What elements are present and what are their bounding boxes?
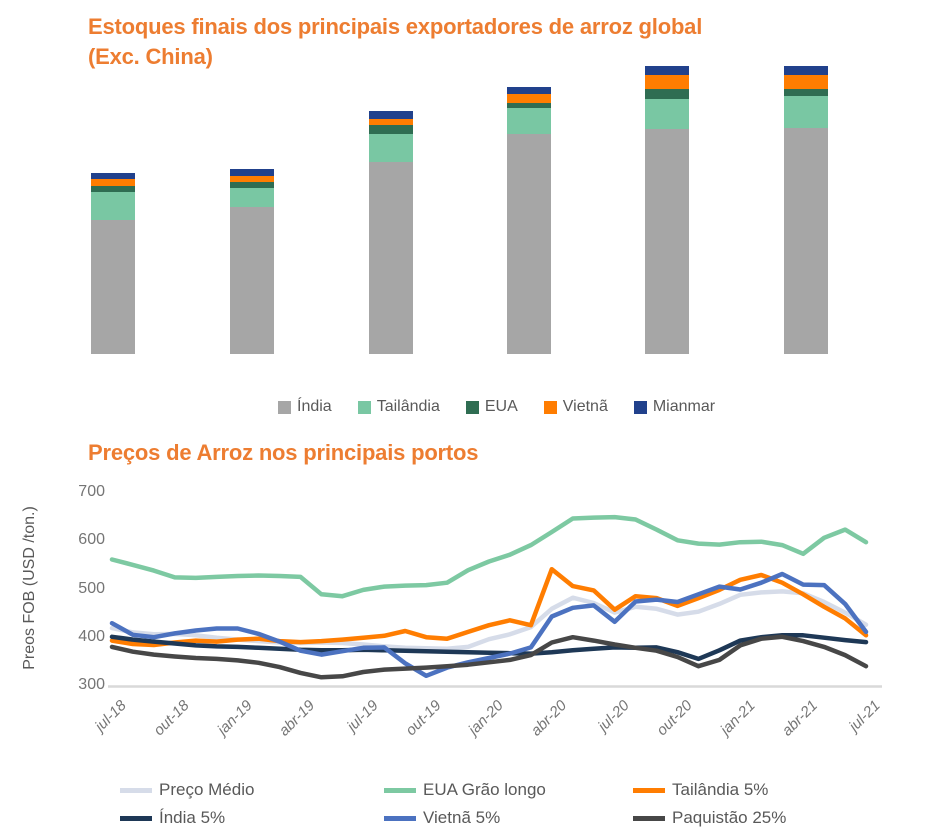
bar-chart-title: Estoques finais dos principais exportado… bbox=[88, 12, 928, 72]
bar-segment-tailândia bbox=[91, 192, 135, 220]
legend-swatch-icon bbox=[278, 400, 291, 414]
line-series-vietn-5- bbox=[109, 571, 869, 679]
bar-segment-índia bbox=[507, 134, 551, 354]
line-series-eua-gr-o-longo bbox=[109, 514, 869, 599]
bar-segment-eua bbox=[784, 89, 828, 96]
legend-label: Vietnã bbox=[562, 398, 608, 415]
stacked-bar bbox=[645, 66, 689, 354]
bar-segment-eua bbox=[369, 125, 413, 134]
stacked-bar bbox=[784, 66, 828, 354]
y-tick-label: 300 bbox=[78, 676, 105, 693]
bar-segment-mianmar bbox=[230, 169, 274, 176]
legend-line-swatch-icon bbox=[384, 787, 416, 793]
bar-segment-eua bbox=[91, 186, 135, 192]
stacked-bar bbox=[369, 111, 413, 354]
y-tick-label: 400 bbox=[78, 627, 105, 645]
line-legend-item[interactable]: Paquistão 25% bbox=[633, 808, 786, 828]
legend-label: Tailândia 5% bbox=[672, 780, 769, 799]
bar-segment-tailândia bbox=[369, 134, 413, 162]
legend-line-swatch-icon bbox=[633, 815, 665, 821]
legend-swatch-icon bbox=[543, 400, 557, 414]
y-tick-label: 500 bbox=[78, 579, 105, 597]
stacked-bar bbox=[91, 173, 135, 354]
line-series--ndia-5- bbox=[109, 633, 869, 662]
bar-legend-item[interactable]: EUA bbox=[465, 398, 518, 416]
legend-label: Índia bbox=[297, 398, 332, 415]
y-tick-label: 600 bbox=[78, 531, 105, 549]
bar-chart-legend: Índia Tailândia EUA Vietnã Mianmar bbox=[278, 398, 741, 416]
bar-segment-vietnã bbox=[784, 75, 828, 89]
bar-segment-tailândia bbox=[230, 188, 274, 207]
line-legend-item[interactable]: Índia 5% bbox=[120, 808, 225, 828]
bar-segment-índia bbox=[91, 220, 135, 354]
legend-swatch-icon bbox=[357, 400, 371, 414]
line-chart-title: Preços de Arroz nos principais portos bbox=[88, 440, 479, 465]
bar-segment-mianmar bbox=[645, 66, 689, 75]
legend-label: Mianmar bbox=[652, 398, 716, 415]
bar-segment-eua bbox=[645, 89, 689, 99]
bar-segment-mianmar bbox=[507, 87, 551, 94]
legend-label: EUA Grão longo bbox=[423, 780, 546, 799]
legend-label: Índia 5% bbox=[159, 808, 226, 827]
bar-segment-tailândia bbox=[507, 108, 551, 134]
bar-segment-vietnã bbox=[91, 179, 135, 186]
stacked-bar bbox=[230, 169, 274, 354]
line-series-tail-ndia-5- bbox=[109, 566, 869, 648]
legend-line-swatch-icon bbox=[120, 815, 152, 821]
bar-legend-item[interactable]: Mianmar bbox=[633, 398, 716, 416]
legend-line-swatch-icon bbox=[384, 815, 416, 821]
legend-label: EUA bbox=[484, 398, 518, 415]
legend-swatch-icon bbox=[633, 400, 647, 414]
bar-legend-item[interactable]: Tailândia bbox=[357, 398, 440, 416]
line-legend-item[interactable]: Preço Médio bbox=[120, 780, 254, 800]
bar-segment-eua bbox=[230, 182, 274, 188]
line-series-paquist-o-25- bbox=[109, 634, 869, 680]
bar-legend-item[interactable]: Vietnã bbox=[543, 398, 608, 416]
legend-label: Paquistão 25% bbox=[672, 808, 787, 827]
bar-segment-mianmar bbox=[91, 173, 135, 179]
bar-segment-eua bbox=[507, 103, 551, 108]
legend-label: Vietnã 5% bbox=[423, 808, 501, 827]
legend-line-swatch-icon bbox=[633, 787, 665, 793]
bar-chart-title-line1: Estoques finais dos principais exportado… bbox=[88, 14, 703, 39]
line-legend-item[interactable]: EUA Grão longo bbox=[384, 780, 546, 800]
line-legend-item[interactable]: Tailândia 5% bbox=[633, 780, 768, 800]
stacked-bar bbox=[507, 87, 551, 354]
bar-segment-mianmar bbox=[784, 66, 828, 75]
legend-label: Preço Médio bbox=[159, 780, 255, 799]
legend-swatch-icon bbox=[465, 400, 479, 414]
y-tick-label: 700 bbox=[78, 483, 105, 500]
bar-segment-vietnã bbox=[507, 94, 551, 103]
bar-chart-title-line2: (Exc. China) bbox=[88, 44, 213, 69]
bar-legend-item[interactable]: Índia bbox=[278, 398, 332, 416]
legend-line-swatch-icon bbox=[120, 787, 152, 793]
bar-segment-índia bbox=[230, 207, 274, 354]
bar-segment-mianmar bbox=[369, 111, 413, 119]
bar-segment-vietnã bbox=[645, 75, 689, 89]
bar-segment-vietnã bbox=[230, 176, 274, 182]
bar-segment-índia bbox=[784, 128, 828, 354]
bar-segment-índia bbox=[645, 129, 689, 354]
bar-segment-índia bbox=[369, 162, 413, 354]
legend-label: Tailândia bbox=[376, 398, 440, 415]
bar-segment-tailândia bbox=[784, 96, 828, 128]
bar-segment-vietnã bbox=[369, 119, 413, 125]
bar-segment-tailândia bbox=[645, 99, 689, 129]
line-legend-item[interactable]: Vietnã 5% bbox=[384, 808, 500, 828]
